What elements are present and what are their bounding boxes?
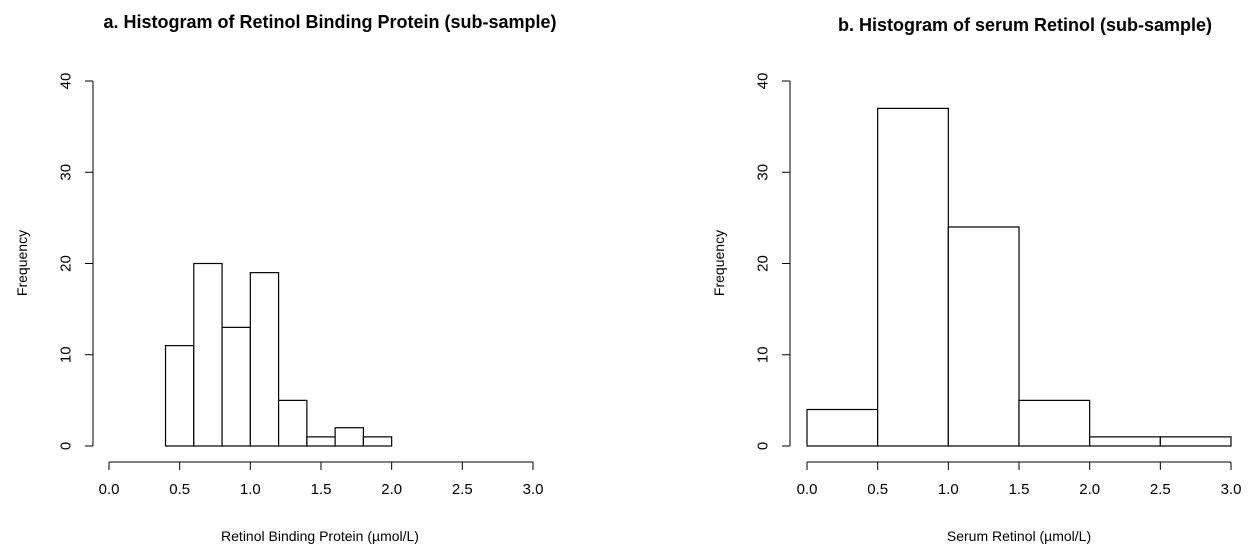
- histogram-bar-a-5: [306, 436, 336, 447]
- x-tick-label-b-6: 3.0: [1221, 481, 1242, 498]
- histogram-bar-b-3: [1018, 399, 1091, 447]
- histogram-bar-a-4: [278, 399, 308, 447]
- histogram-bar-b-4: [1089, 436, 1161, 447]
- histogram-panel-b: b. Histogram of serum Retinol (sub-sampl…: [711, 15, 1241, 544]
- x-axis-label-b: Serum Retinol (µmol/L): [947, 528, 1091, 544]
- y-axis-label-a: Frequency: [14, 230, 30, 296]
- y-tick-label-b-1: 10: [755, 346, 772, 363]
- histogram-bar-a-6: [334, 427, 364, 447]
- y-tick-label-b-3: 30: [755, 164, 772, 181]
- histogram-bar-b-5: [1159, 436, 1232, 447]
- x-tick-label-b-1: 0.5: [867, 481, 888, 498]
- x-tick-label-a-5: 2.5: [452, 481, 473, 498]
- x-tick-label-b-3: 1.5: [1009, 481, 1030, 498]
- histogram-bar-a-1: [193, 262, 223, 447]
- histogram-bar-b-1: [877, 107, 949, 447]
- x-tick-label-b-0: 0.0: [797, 481, 818, 498]
- x-tick-label-a-6: 3.0: [523, 481, 544, 498]
- x-tick-label-b-2: 1.0: [938, 481, 959, 498]
- x-tick-label-b-5: 2.5: [1150, 481, 1171, 498]
- y-tick-label-a-4: 40: [58, 73, 75, 90]
- histogram-bar-a-7: [362, 436, 393, 447]
- y-tick-label-a-0: 0: [58, 442, 75, 450]
- y-tick-label-b-0: 0: [755, 442, 772, 450]
- x-axis-label-a: Retinol Binding Protein (µmol/L): [221, 528, 419, 544]
- histogram-bar-a-2: [221, 326, 251, 447]
- x-tick-label-a-4: 2.0: [381, 481, 402, 498]
- y-tick-label-a-3: 30: [58, 164, 75, 181]
- chart-title-a: a. Histogram of Retinol Binding Protein …: [103, 12, 556, 32]
- histogram-panel-a: a. Histogram of Retinol Binding Protein …: [14, 12, 557, 544]
- histogram-bar-b-0: [806, 408, 879, 447]
- chart-title-b: b. Histogram of serum Retinol (sub-sampl…: [838, 15, 1212, 35]
- x-tick-label-b-4: 2.0: [1079, 481, 1100, 498]
- histogram-bar-a-0: [164, 345, 195, 447]
- y-tick-label-a-1: 10: [58, 346, 75, 363]
- y-tick-label-b-2: 20: [755, 255, 772, 272]
- x-tick-label-a-2: 1.0: [240, 481, 261, 498]
- y-tick-label-b-4: 40: [755, 73, 772, 90]
- x-tick-label-a-0: 0.0: [99, 481, 120, 498]
- histogram-bar-a-3: [249, 272, 280, 447]
- x-tick-label-a-3: 1.5: [311, 481, 332, 498]
- x-tick-label-a-1: 0.5: [169, 481, 190, 498]
- y-tick-label-a-2: 20: [58, 255, 75, 272]
- histogram-bar-b-2: [947, 226, 1020, 447]
- y-axis-label-b: Frequency: [711, 230, 727, 296]
